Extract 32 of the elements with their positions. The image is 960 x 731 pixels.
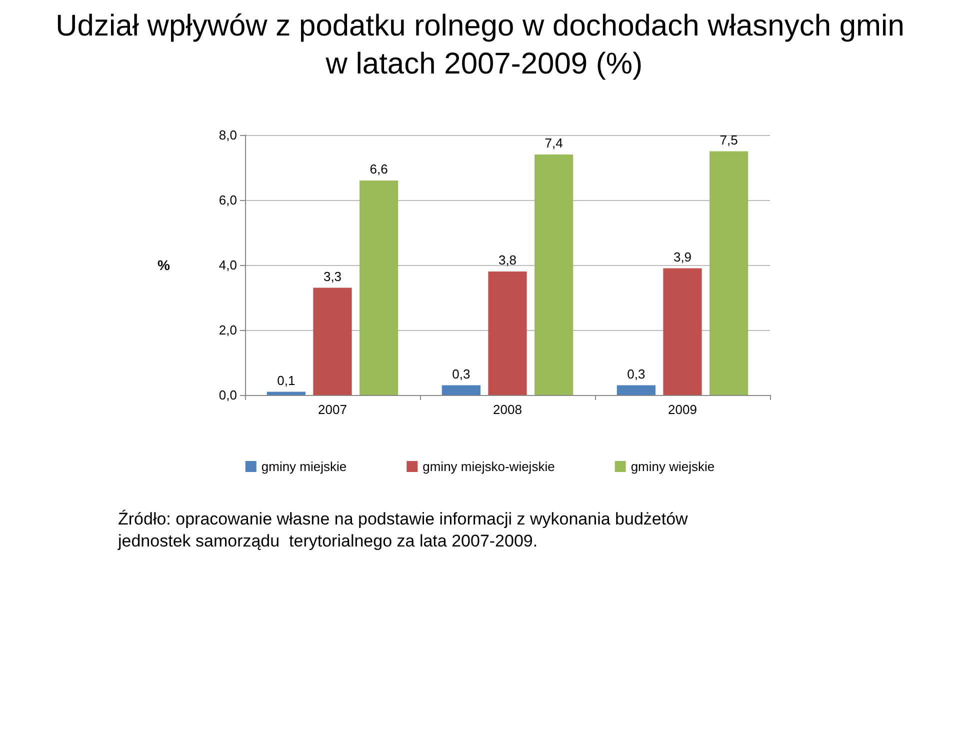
y-axis-title: % (158, 257, 171, 273)
bar (616, 385, 656, 395)
bar (360, 180, 398, 395)
data-label: 6,6 (370, 162, 388, 176)
x-tick-label: 2007 (318, 402, 347, 417)
data-label: 3,3 (323, 268, 342, 284)
data-label: 0,3 (452, 366, 470, 382)
text: Źródło: opracowanie własne na podstawie informacji z wykonania budżetów jednostek samorządu terytorialnego za lata 2007-2009. (117, 510, 693, 550)
data-label: 3,9 (673, 249, 692, 264)
bar (266, 392, 306, 395)
bar (313, 288, 352, 395)
data-label: 7,5 (720, 132, 738, 148)
legend-label: gminy wiejskie (630, 459, 715, 474)
chart-title: Udział wpływów z podatku rolnego w dochodach własnych gmin w latach 2007-2009 (%) (56, 10, 904, 80)
data-label: 0,1 (277, 372, 296, 388)
legend-label: gminy miejskie (261, 459, 347, 474)
x-tick-label: 2009 (668, 402, 697, 417)
data-label: 7,4 (544, 136, 563, 150)
bar (534, 154, 574, 395)
y-tick-label: 8,0 (218, 128, 237, 142)
x-tick-label: 2008 (493, 402, 522, 417)
bar (442, 385, 480, 395)
bar (710, 151, 748, 395)
data-label: 0,3 (627, 366, 646, 382)
legend-label: gminy miejsko-wiejskie (422, 459, 555, 474)
data-label: 3,8 (498, 252, 517, 268)
bar (488, 272, 527, 395)
y-tick-label: 4,0 (218, 258, 237, 272)
y-tick-label: 6,0 (218, 192, 237, 208)
bar (663, 268, 702, 395)
y-tick-label: 0,0 (218, 388, 237, 402)
y-tick-label: 2,0 (218, 322, 237, 338)
